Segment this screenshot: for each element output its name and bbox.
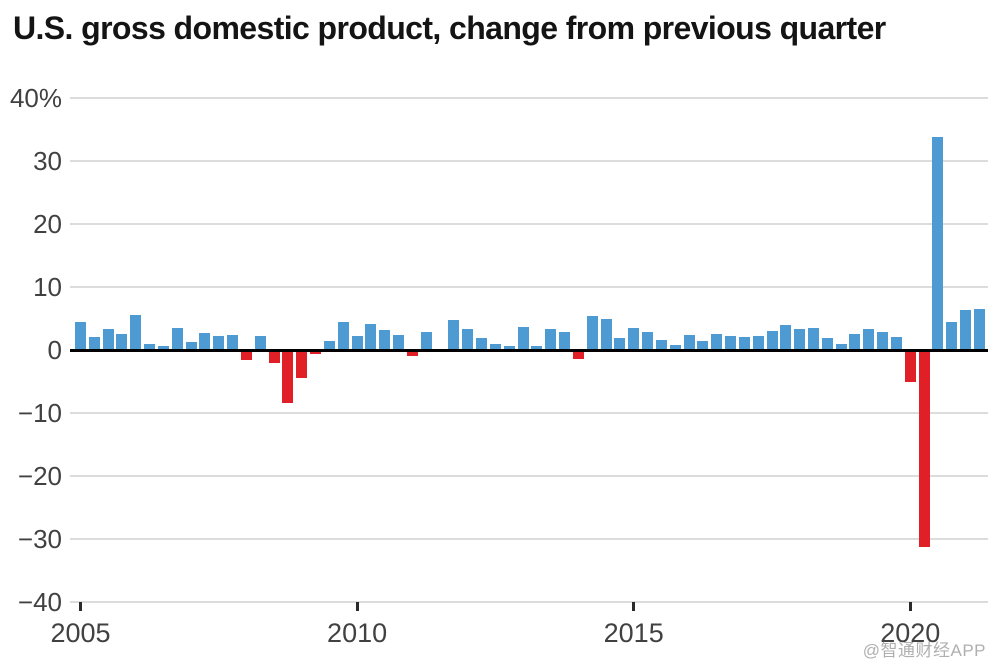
bar-2009Q2 [310, 350, 322, 354]
bar-2016Q3 [711, 334, 723, 350]
x-axis-label-2010: 2010 [327, 618, 388, 648]
bar-2015Q2 [642, 332, 654, 350]
y-axis-label--20: −20 [17, 461, 62, 491]
bar-2007Q1 [185, 342, 197, 350]
bar-2014Q1 [572, 350, 584, 360]
bar-2018Q3 [821, 338, 833, 350]
bar-2005Q1 [75, 321, 86, 350]
gridline-20 [70, 223, 988, 225]
bar-2013Q1 [517, 326, 529, 350]
bar-2005Q4 [116, 334, 128, 350]
bar-2011Q4 [448, 320, 460, 350]
gridline--30 [70, 538, 988, 540]
chart-title: U.S. gross domestic product, change from… [13, 10, 886, 46]
x-axis-tick-2015 [632, 602, 636, 611]
y-axis-label--10: −10 [17, 398, 62, 428]
bar-2016Q4 [725, 336, 736, 350]
bar-2010Q4 [393, 334, 405, 350]
zero-axis-line [70, 348, 988, 352]
bar-2006Q1 [130, 314, 142, 350]
bar-2010Q3 [379, 329, 391, 350]
bar-2010Q2 [365, 324, 377, 350]
bar-2009Q3 [323, 340, 335, 350]
bar-2007Q4 [227, 334, 239, 350]
x-axis-tick-2005 [79, 602, 82, 611]
x-axis-label-2020: 2020 [880, 618, 941, 648]
bar-2009Q1 [296, 350, 308, 378]
bar-2017Q1 [738, 337, 750, 350]
bar-2007Q3 [213, 335, 225, 350]
y-axis-label-30: 30 [33, 146, 62, 176]
bar-2008Q3 [268, 350, 280, 364]
bar-2008Q2 [254, 335, 266, 350]
bar-2016Q2 [697, 340, 709, 350]
gridline-40 [70, 97, 988, 99]
bar-2016Q1 [683, 334, 695, 350]
bar-2015Q1 [628, 327, 640, 350]
bar-2021Q2 [973, 309, 985, 350]
bar-2017Q2 [752, 335, 764, 350]
bar-2011Q1 [406, 350, 418, 357]
x-axis-tick-2010 [355, 602, 359, 611]
bar-2012Q2 [476, 338, 488, 350]
bar-2012Q4 [503, 346, 515, 350]
gridline-30 [70, 160, 988, 162]
x-axis-label-2015: 2015 [603, 618, 664, 648]
y-axis-label-10: 10 [33, 272, 62, 302]
bar-2019Q4 [890, 337, 902, 350]
bar-2014Q3 [600, 319, 612, 350]
bar-2006Q4 [171, 327, 183, 350]
bar-2013Q2 [531, 346, 543, 350]
bar-2020Q2 [918, 350, 930, 547]
bar-2009Q4 [337, 321, 349, 350]
bar-2018Q2 [807, 327, 819, 350]
bar-2021Q1 [960, 310, 972, 350]
bar-2015Q4 [669, 344, 681, 350]
bar-2013Q3 [545, 329, 557, 350]
bar-2014Q2 [586, 315, 598, 350]
bar-2013Q4 [559, 331, 571, 350]
bar-2019Q2 [863, 329, 875, 350]
bar-2012Q1 [462, 328, 474, 350]
bar-2014Q4 [614, 338, 626, 350]
y-axis-label--40: −40 [17, 587, 62, 617]
bar-2005Q2 [88, 336, 100, 350]
bar-2017Q3 [766, 331, 778, 350]
y-axis-label-20: 20 [33, 209, 62, 239]
bar-2011Q2 [420, 332, 432, 350]
bar-2006Q2 [144, 343, 156, 350]
bar-2018Q1 [794, 329, 806, 350]
y-axis-label--30: −30 [17, 524, 62, 554]
x-axis-tick-2020 [908, 602, 912, 611]
bar-2019Q1 [849, 334, 861, 350]
bar-2012Q3 [489, 344, 501, 350]
gridline-10 [70, 286, 988, 288]
bar-2017Q4 [780, 324, 792, 350]
bar-2008Q1 [240, 350, 252, 361]
bar-2015Q3 [655, 339, 667, 350]
gridline--10 [70, 412, 988, 414]
gridline--40 [70, 601, 988, 603]
bar-2006Q3 [157, 345, 169, 350]
bar-2020Q3 [932, 137, 944, 350]
bar-2008Q4 [282, 350, 294, 403]
bar-2007Q2 [199, 332, 211, 350]
y-axis-label-40: 40% [9, 83, 62, 113]
bar-2020Q1 [904, 350, 916, 382]
bar-2019Q3 [877, 332, 889, 350]
watermark: @智通财经APP [862, 641, 986, 660]
x-axis-label-2005: 2005 [50, 618, 111, 648]
gridline--20 [70, 475, 988, 477]
bar-2020Q4 [946, 321, 958, 350]
bar-2005Q3 [102, 328, 114, 350]
bar-2018Q4 [835, 344, 847, 350]
bar-2010Q1 [351, 336, 363, 350]
y-axis-label-0: 0 [47, 335, 62, 365]
